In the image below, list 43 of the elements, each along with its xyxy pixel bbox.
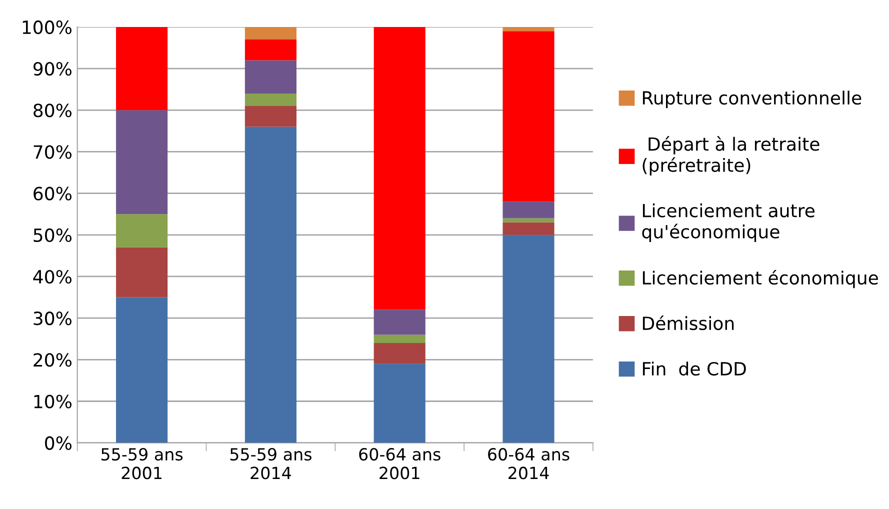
x-tick-label: 60-64 ans 2014 <box>488 448 570 480</box>
y-tick-label: 50% <box>34 228 72 242</box>
bar <box>502 234 554 443</box>
y-tick-label: 10% <box>34 394 72 408</box>
legend-label: Rupture conventionnelle <box>642 90 862 108</box>
y-tick-label: 60% <box>34 186 72 200</box>
bar <box>374 334 426 344</box>
y-tick-label: 80% <box>34 104 72 118</box>
bar <box>502 222 554 235</box>
y-tick-label: 100% <box>22 20 72 34</box>
bar <box>374 26 426 310</box>
y-tick-label: 20% <box>34 353 72 367</box>
legend-label: Licenciement économique <box>642 270 878 288</box>
bar <box>244 39 296 60</box>
bar <box>116 247 168 298</box>
bar <box>116 297 168 443</box>
y-tick-label: 30% <box>34 312 72 326</box>
y-tick-label: 70% <box>34 145 72 159</box>
bar <box>244 26 296 40</box>
bar <box>116 214 168 248</box>
y-tick-label: 90% <box>33 62 72 76</box>
bar <box>244 94 296 106</box>
bar <box>116 26 168 110</box>
x-tick-label: 55-59 ans 2014 <box>230 448 312 480</box>
bar <box>374 343 426 364</box>
bar <box>502 26 554 32</box>
y-tick-label: 40% <box>33 270 72 284</box>
bar <box>244 60 296 94</box>
bar <box>502 202 554 218</box>
legend-label: Départ à la retraite (préretraite) <box>642 136 820 176</box>
y-tick-label: 0% <box>45 436 72 450</box>
bar <box>502 31 554 202</box>
bar <box>116 110 168 214</box>
legend-label: Fin de CDD <box>642 362 746 376</box>
legend-label: Démission <box>642 315 734 330</box>
bar <box>244 106 296 127</box>
x-tick-label: 60-64 ans 2001 <box>359 448 440 480</box>
legend-label: Licenciement autre qu'économique <box>642 203 815 242</box>
bar <box>244 126 296 443</box>
bar <box>374 364 426 443</box>
bar <box>374 310 426 335</box>
bar <box>502 218 554 222</box>
x-tick-label: 55-59 ans 2001 <box>101 448 183 480</box>
